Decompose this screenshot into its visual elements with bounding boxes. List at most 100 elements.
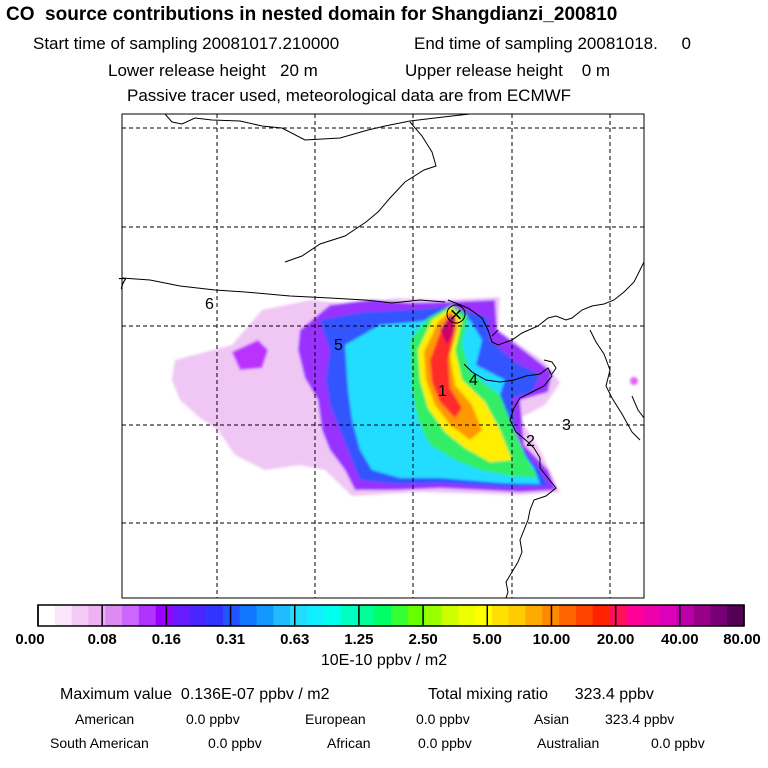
colorbar xyxy=(37,604,745,627)
colorbar-swatch xyxy=(71,605,89,626)
colorbar-tick-label: 40.00 xyxy=(661,631,699,648)
colorbar-swatch xyxy=(458,605,476,626)
receptor-marker: × xyxy=(446,302,466,327)
region-label: 5 xyxy=(334,337,343,354)
colorbar-swatch xyxy=(189,605,207,626)
colorbar-tick-label: 0.63 xyxy=(280,631,309,648)
colorbar-swatch xyxy=(290,605,308,626)
coastline xyxy=(631,395,644,419)
colorbar-swatch xyxy=(122,605,140,626)
region-value-australian: 0.0 ppbv xyxy=(651,735,705,751)
colorbar-swatch xyxy=(38,605,56,626)
coastline xyxy=(543,359,557,375)
chart-title: CO source contributions in nested domain… xyxy=(6,4,618,25)
coastline xyxy=(589,329,641,441)
region-name-australian: Australian xyxy=(537,735,600,751)
colorbar-swatch xyxy=(609,605,627,626)
concentration-field xyxy=(172,297,638,496)
colorbar-tick-label: 10.00 xyxy=(533,631,571,648)
colorbar-tick-label: 2.50 xyxy=(408,631,437,648)
upper-release-label: Upper release height 0 m xyxy=(405,61,611,80)
region-name-south-american: South American xyxy=(50,735,149,751)
colorbar-swatch xyxy=(222,605,241,626)
colorbar-tick-label: 0.08 xyxy=(88,631,117,648)
region-label: 1 xyxy=(438,383,447,400)
svg-text:×: × xyxy=(450,302,463,327)
tracer-note: Passive tracer used, meteorological data… xyxy=(127,86,572,105)
region-label: 2 xyxy=(526,433,535,450)
field-level-red xyxy=(430,314,462,418)
colorbar-swatch xyxy=(424,605,442,626)
colorbar-tick-label: 0.16 xyxy=(152,631,181,648)
field-level-purple xyxy=(232,340,268,370)
coastline xyxy=(491,329,499,337)
region-name-african: African xyxy=(327,735,371,751)
colorbar-swatch xyxy=(105,605,123,626)
lower-release-label: Lower release height 20 m xyxy=(108,61,318,80)
colorbar-swatch xyxy=(710,605,728,626)
colorbar-tick-label: 0.00 xyxy=(15,631,44,648)
colorbar-tick-label: 20.00 xyxy=(597,631,635,648)
colorbar-swatch xyxy=(508,605,526,626)
colorbar-swatch xyxy=(340,605,358,626)
colorbar-tick-label: 0.31 xyxy=(216,631,245,648)
total-mixing-text: Total mixing ratio 323.4 ppbv xyxy=(428,686,654,703)
colorbar-tick-label: 5.00 xyxy=(473,631,502,648)
region-name-american: American xyxy=(75,711,135,727)
region-label: 7 xyxy=(118,276,127,293)
border-line xyxy=(164,114,471,141)
colorbar-swatch xyxy=(659,605,678,626)
start-time-label: Start time of sampling 20081017.210000 xyxy=(33,34,340,53)
colorbar-swatch xyxy=(559,605,577,626)
colorbar-swatch xyxy=(172,605,190,626)
colorbar-tick-label: 80.00 xyxy=(723,631,761,648)
colorbar-swatch xyxy=(374,605,392,626)
coastlines xyxy=(122,114,644,598)
map-grid xyxy=(122,114,644,598)
colorbar-swatch xyxy=(525,605,543,626)
region-value-american: 0.0 ppbv xyxy=(186,711,240,727)
colorbar-swatch xyxy=(206,605,224,626)
colorbar-swatch xyxy=(138,605,156,626)
region-name-european: European xyxy=(305,711,366,727)
colorbar-swatch xyxy=(643,605,661,626)
colorbar-unit-label: 10E-10 ppbv / m2 xyxy=(320,652,448,669)
colorbar-swatch xyxy=(256,605,274,626)
colorbar-ticks: 0.00 0.08 0.16 0.31 0.63 1.25 2.50 5.00 10.00 20.… xyxy=(15,605,761,648)
region-name-asian: Asian xyxy=(534,711,570,727)
colorbar-swatch xyxy=(676,605,694,626)
border-line xyxy=(284,121,437,263)
colorbar-swatch xyxy=(391,605,409,626)
region-value-african: 0.0 ppbv xyxy=(418,735,472,751)
colorbar-swatch xyxy=(88,605,106,626)
colorbar-swatch xyxy=(306,605,325,626)
colorbar-swatch xyxy=(592,605,610,626)
colorbar-swatch xyxy=(626,605,644,626)
colorbar-tick-label: 1.25 xyxy=(344,631,373,648)
max-value-text: Maximum value 0.136E-07 ppbv / m2 xyxy=(60,686,330,703)
colorbar-swatch xyxy=(441,605,459,626)
region-label: 3 xyxy=(562,417,571,434)
map-frame xyxy=(121,113,645,599)
region-value-asian: 323.4 ppbv xyxy=(605,711,675,727)
field-blob xyxy=(630,377,638,385)
coastline xyxy=(447,261,644,346)
region-label: 4 xyxy=(469,372,478,389)
colorbar-swatch xyxy=(155,605,173,626)
colorbar-swatch xyxy=(239,605,257,626)
colorbar-swatch xyxy=(693,605,711,626)
region-label: 6 xyxy=(205,296,214,313)
coastline xyxy=(463,363,557,598)
region-value-south-american: 0.0 ppbv xyxy=(208,735,262,751)
colorbar-swatch xyxy=(475,605,493,626)
region-value-european: 0.0 ppbv xyxy=(416,711,470,727)
colorbar-swatch xyxy=(273,605,291,626)
colorbar-swatch xyxy=(357,605,375,626)
colorbar-swatch xyxy=(575,605,594,626)
colorbar-swatch xyxy=(491,605,509,626)
border-line xyxy=(122,277,446,304)
colorbar-swatch xyxy=(54,605,72,626)
colorbar-swatch xyxy=(727,605,745,626)
colorbar-swatch xyxy=(323,605,341,626)
